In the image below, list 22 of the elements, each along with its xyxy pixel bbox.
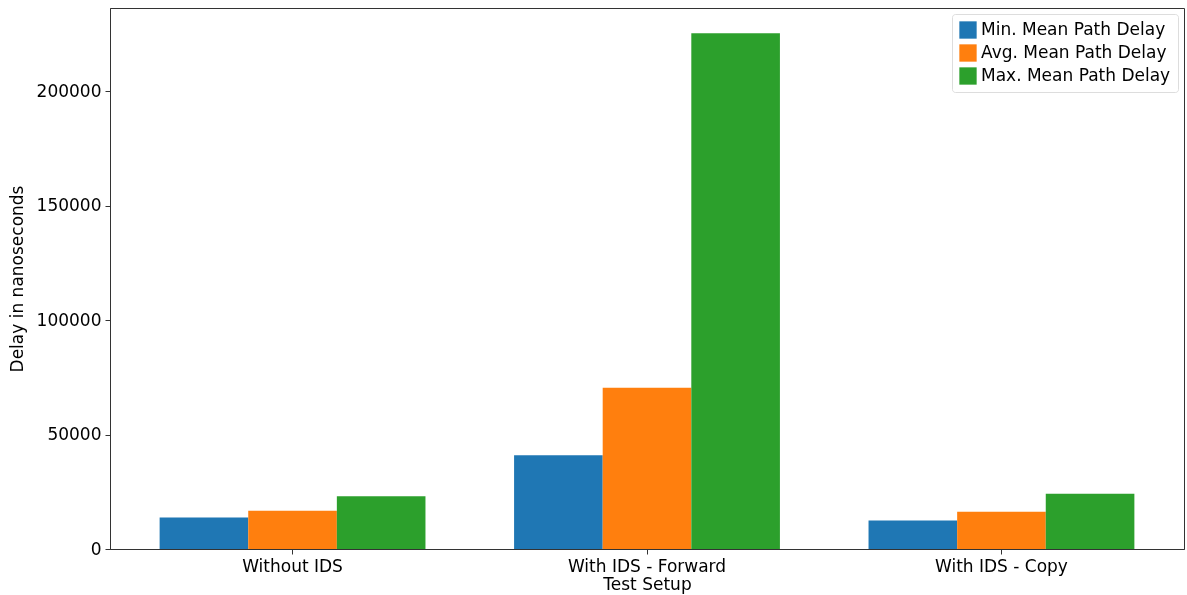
y-axis-title: Delay in nanoseconds (6, 185, 27, 373)
x-axis-title: Test Setup (602, 573, 692, 594)
y-tick-label: 0 (90, 538, 102, 559)
y-tick-label: 200000 (36, 80, 102, 101)
y-tick-label: 50000 (47, 424, 102, 445)
y-tick-label: 100000 (36, 309, 102, 330)
bar (514, 455, 603, 549)
legend-label: Max. Mean Path Delay (981, 65, 1171, 85)
legend-label: Avg. Mean Path Delay (981, 42, 1167, 62)
legend-label: Min. Mean Path Delay (981, 19, 1166, 39)
bar (602, 387, 692, 549)
bar (159, 517, 249, 549)
bar (957, 511, 1046, 549)
y-tick-label: 150000 (36, 195, 102, 216)
bar (248, 510, 337, 549)
bar (868, 520, 958, 549)
bar (691, 33, 780, 549)
bar (336, 496, 426, 549)
bar (1045, 493, 1135, 549)
x-tick-label: With IDS - Forward (567, 555, 727, 576)
x-tick-label: With IDS - Copy (934, 555, 1068, 576)
x-tick-label: Without IDS (242, 555, 343, 576)
